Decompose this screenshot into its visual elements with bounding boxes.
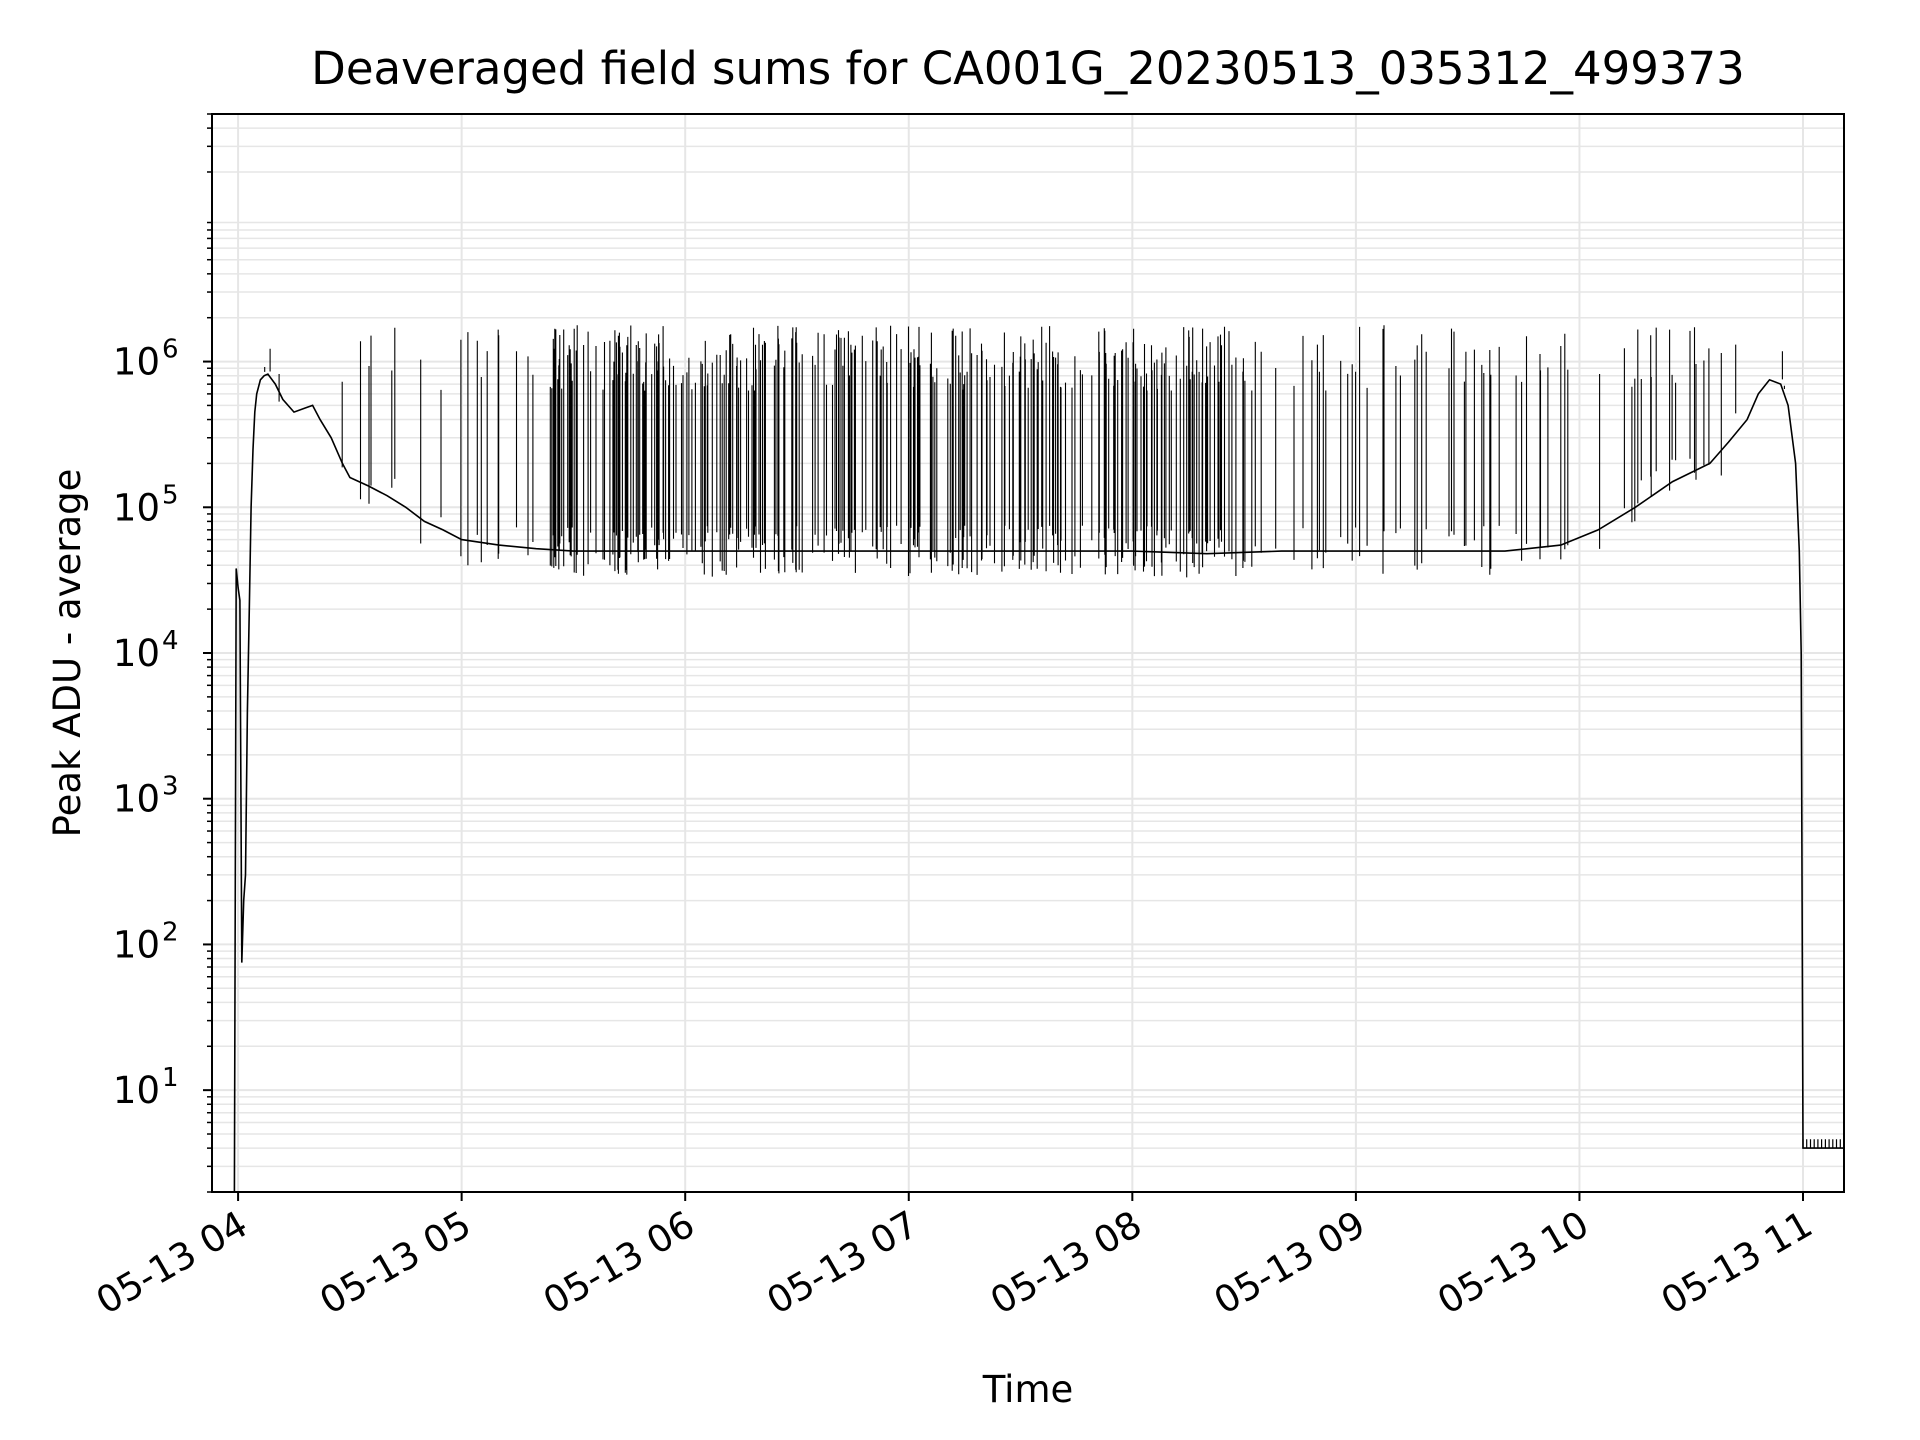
y-tick-label: 10 [113,1069,160,1112]
x-axis-label: Time [982,1368,1074,1411]
y-tick-label-exponent: 6 [162,335,179,365]
series-line [233,373,1844,1192]
y-tick-label: 10 [113,778,160,821]
chart-title: Deaveraged field sums for CA001G_2023051… [311,42,1745,95]
y-tick-label: 10 [113,632,160,675]
y-tick-label-exponent: 4 [162,626,179,656]
series-line-layer [233,373,1844,1192]
y-tick-label: 10 [113,923,160,966]
y-tick-label-exponent: 5 [162,480,179,510]
y-axis-label: Peak ADU - average [46,469,89,838]
grid-lines [212,113,1844,1193]
y-tick-label: 10 [113,341,160,384]
y-tick-label-exponent: 1 [162,1063,179,1093]
y-tick-label: 10 [113,486,160,529]
y-tick-label-exponent: 2 [162,917,179,947]
y-tick-label-exponent: 3 [162,772,179,802]
